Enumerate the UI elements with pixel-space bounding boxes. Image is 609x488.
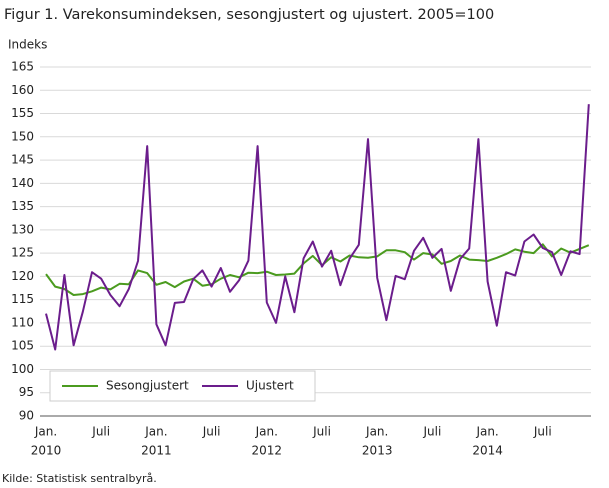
x-group-label: 2014 [472,444,503,458]
x-tick-label: Juli [312,425,331,439]
x-tick-label: Jan. [144,425,167,439]
x-tick-label: Juli [202,425,221,439]
x-tick-label: Jan. [475,425,498,439]
x-group-label: 2013 [362,444,393,458]
legend-label: Sesongjustert [106,379,189,393]
x-group-label: 2011 [141,444,172,458]
series-line [45,243,590,296]
y-tick-label: 145 [11,153,34,167]
y-tick-label: 135 [11,199,34,213]
y-tick-label: 95 [19,385,34,399]
x-group-label: 2012 [252,444,283,458]
y-tick-label: 115 [11,292,34,306]
x-tick-label: Juli [533,425,552,439]
series-line [45,104,590,351]
x-tick-label: Jan. [255,425,278,439]
y-tick-label: 140 [11,176,34,190]
source: Kilde: Statistisk sentralbyrå. [2,472,157,485]
chart-title: Figur 1. Varekonsumindeksen, sesongjuste… [4,7,494,23]
y-tick-label: 105 [11,339,34,353]
y-tick-label: 155 [11,106,34,120]
legend-label: Ujustert [246,379,294,393]
x-tick-label: Juli [91,425,110,439]
y-tick-label: 165 [11,60,34,74]
y-tick-label: 150 [11,129,34,143]
y-tick-label: 100 [11,362,34,376]
y-tick-label: 110 [11,315,34,329]
y-tick-label: 125 [11,246,34,260]
x-tick-label: Juli [422,425,441,439]
y-axis-label: Indeks [8,38,47,52]
y-tick-label: 90 [19,409,34,423]
legend-box [49,370,316,402]
y-tick-label: 120 [11,269,34,283]
x-tick-label: Jan. [34,425,57,439]
x-tick-label: Jan. [365,425,388,439]
y-tick-label: 130 [11,222,34,236]
x-group-label: 2010 [31,444,62,458]
y-tick-label: 160 [11,83,34,97]
